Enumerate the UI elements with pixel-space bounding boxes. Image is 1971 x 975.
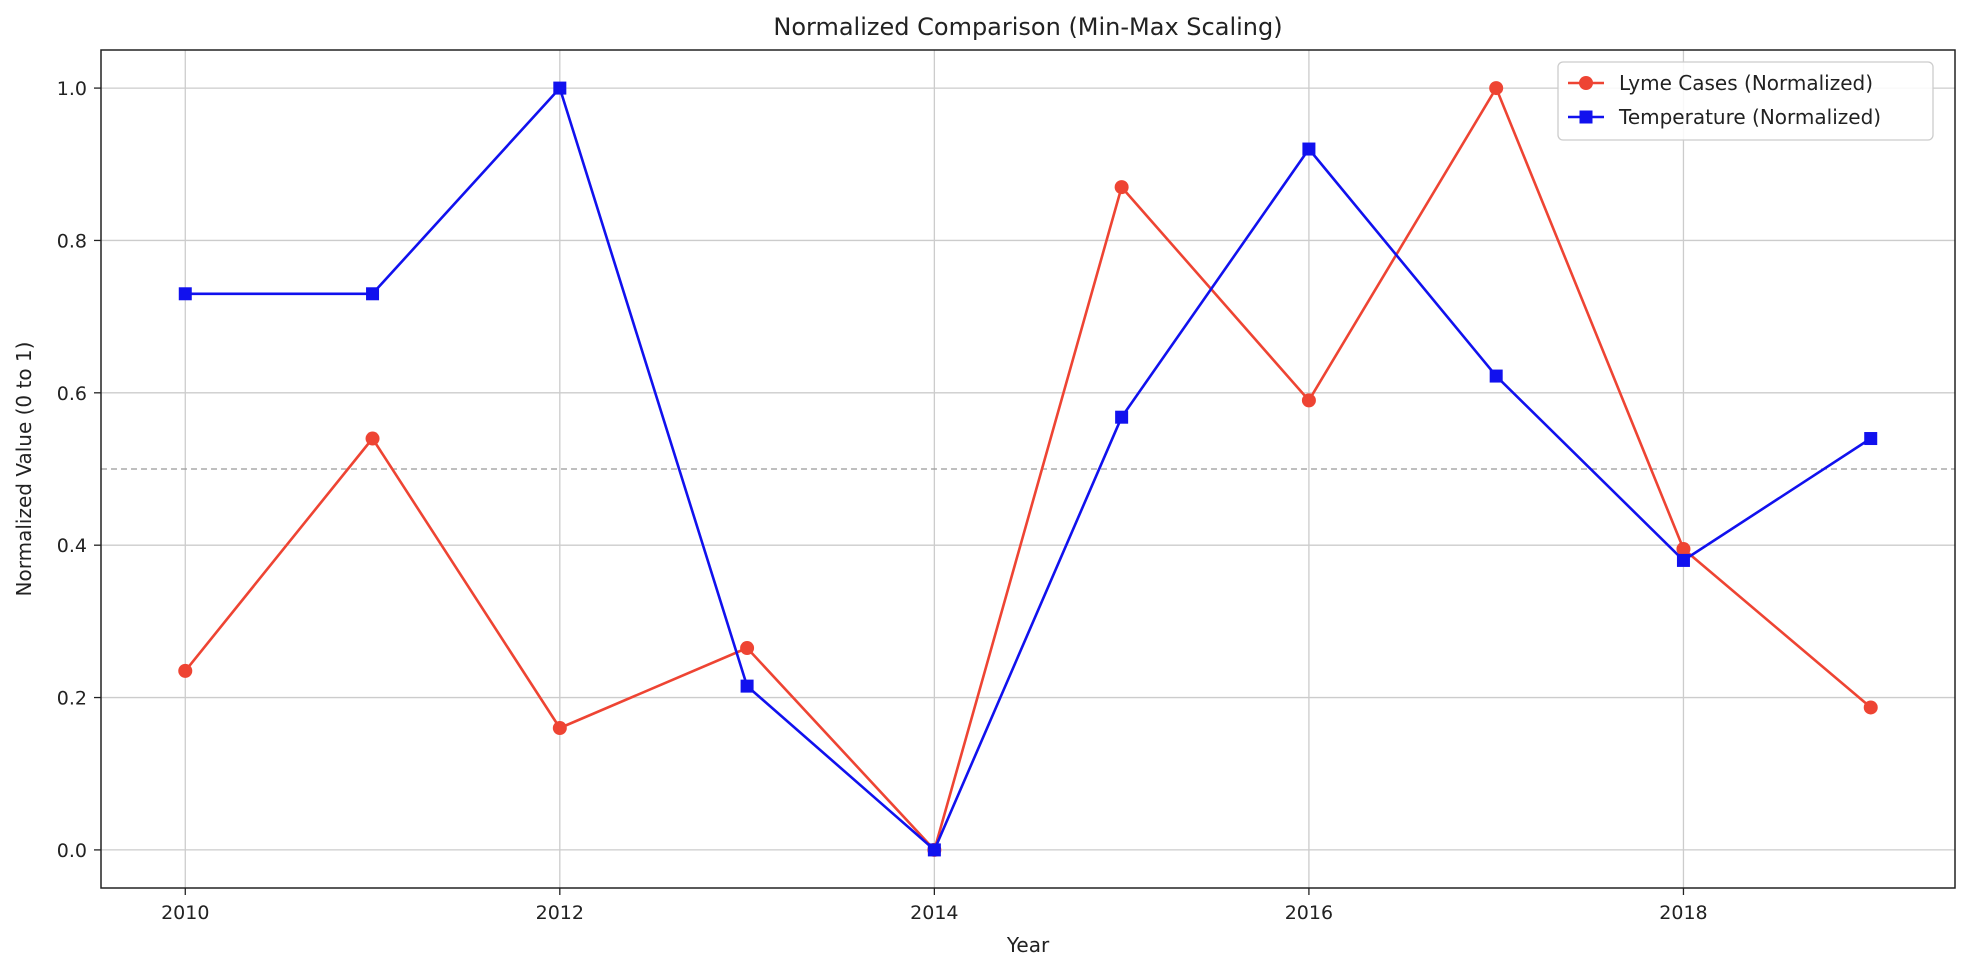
series-1-point [178,663,193,678]
x-tick-label: 2018 [1659,902,1707,924]
series-2-point [553,81,567,95]
y-tick-label: 0.6 [57,383,87,405]
series-2-point [1676,553,1690,567]
series-1-point [552,721,567,736]
legend-label: Temperature (Normalized) [1618,105,1881,129]
legend-marker [1579,76,1593,90]
series-1-point [1863,700,1878,715]
series-1-point [1301,393,1316,408]
series-2-point [1489,369,1503,383]
chart-title: Normalized Comparison (Min-Max Scaling) [773,13,1282,41]
y-tick-label: 0.8 [57,230,87,252]
x-tick-label: 2016 [1285,902,1333,924]
x-axis-label: Year [1006,933,1050,957]
series-1-point [365,431,380,446]
series-1-point [740,641,755,656]
x-tick-label: 2012 [536,902,584,924]
series-1-point [1489,81,1504,96]
series-group [178,81,1878,857]
legend-marker [1579,110,1593,124]
series-2-point [927,843,941,857]
y-tick-label: 1.0 [57,78,87,100]
y-tick-label: 0.2 [57,688,87,710]
legend: Lyme Cases (Normalized) Temperature (Norm… [1557,61,1934,141]
y-tick-label: 0.0 [57,840,87,862]
y-axis-label: Normalized Value (0 to 1) [12,342,36,597]
series-2-point [740,679,754,693]
series-2-point [178,287,192,301]
series-1-point [1676,541,1691,556]
plot-frame [100,49,1956,889]
series-2 [178,81,1878,857]
series-1 [178,81,1878,857]
series-1-point [1114,180,1129,195]
series-2-point [366,287,380,301]
legend-box [1557,61,1934,141]
series-1-line [184,86,1872,852]
x-tick-label: 2010 [161,902,209,924]
legend-label: Lyme Cases (Normalized) [1619,71,1873,95]
series-2-line [185,86,1872,852]
x-tick-label: 2014 [910,902,958,924]
ticks: 2010 2012 2014 2016 2018 0.0 0.2 0.4 0.6 0.8 1.0 [57,78,1708,924]
series-2-point [1302,142,1316,156]
series-2-point [1864,432,1878,446]
legend-item-1: Lyme Cases (Normalized) [1568,71,1873,95]
y-tick-label: 0.4 [57,535,87,557]
legend-item-2: Temperature (Normalized) [1568,105,1881,129]
series-2-point [1115,410,1129,424]
